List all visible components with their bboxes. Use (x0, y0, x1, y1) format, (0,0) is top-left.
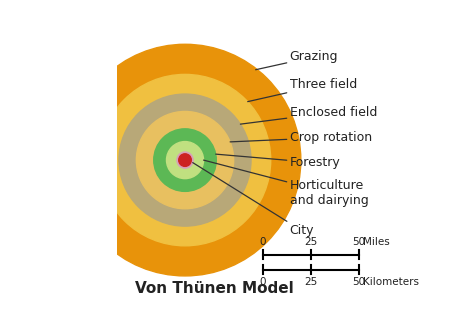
Text: 0: 0 (260, 277, 266, 287)
Text: Kilometers: Kilometers (363, 277, 419, 287)
Text: Crop rotation: Crop rotation (230, 131, 372, 144)
Text: 25: 25 (304, 237, 318, 248)
Text: Von Thünen Model: Von Thünen Model (135, 281, 293, 296)
Text: City: City (193, 163, 314, 237)
Circle shape (119, 94, 251, 226)
Text: 50: 50 (352, 237, 365, 248)
Circle shape (179, 154, 191, 166)
Text: Forestry: Forestry (216, 154, 340, 169)
Circle shape (100, 74, 271, 246)
Text: 0: 0 (260, 237, 266, 248)
Text: Grazing: Grazing (255, 50, 338, 70)
Circle shape (69, 44, 301, 276)
Circle shape (166, 142, 203, 179)
Text: Miles: Miles (363, 237, 389, 248)
Text: Horticulture
and dairying: Horticulture and dairying (203, 160, 368, 207)
Text: 50: 50 (352, 277, 365, 287)
Circle shape (137, 112, 234, 209)
Text: 25: 25 (304, 277, 318, 287)
Circle shape (177, 152, 193, 168)
Text: Enclosed field: Enclosed field (240, 106, 377, 124)
Circle shape (154, 129, 216, 191)
Text: Three field: Three field (248, 78, 357, 102)
